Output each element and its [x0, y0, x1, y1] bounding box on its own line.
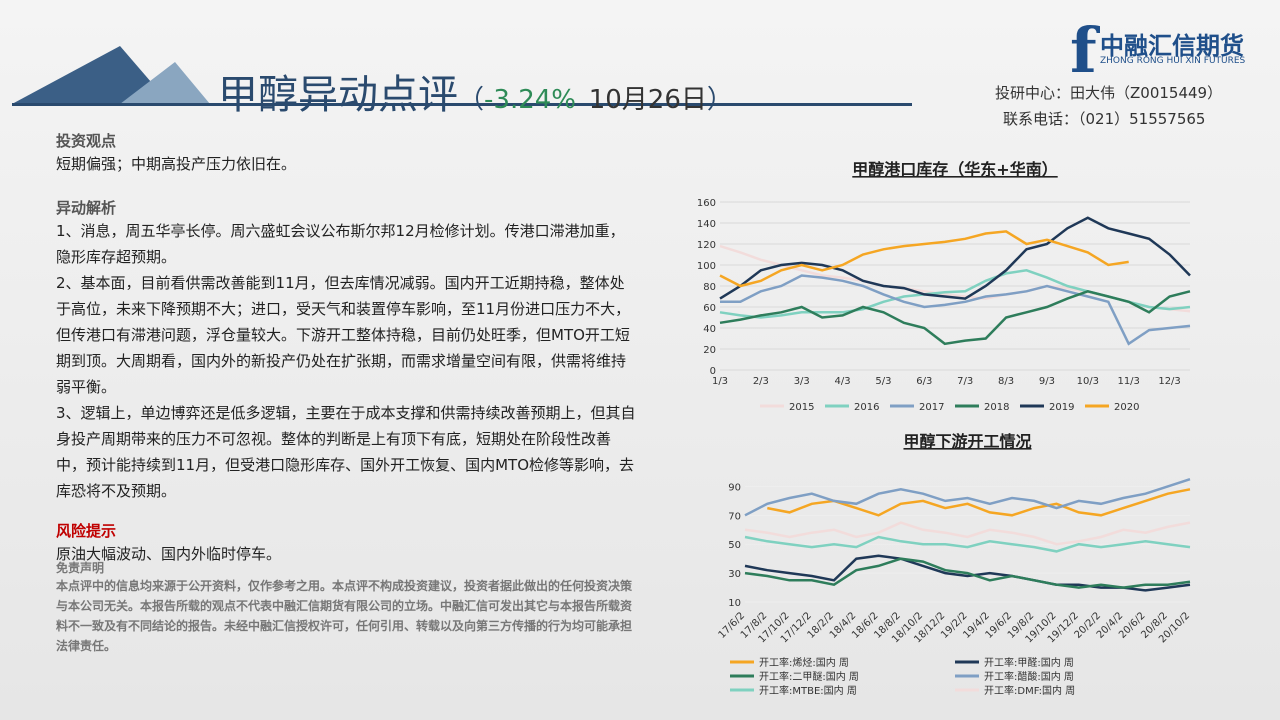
legend-label: 2018 — [984, 402, 1009, 413]
risk-heading: 风险提示 — [56, 522, 117, 540]
series-line — [744, 521, 1191, 546]
title: 甲醇异动点评 — [218, 72, 458, 118]
chart-title: 甲醇下游开工情况 — [903, 432, 1031, 451]
analysis-paragraph: 1、消息，周五华亭长停。周六盛虹会议公布斯尔邦12月检修计划。传港口滞港加重，隐… — [56, 222, 625, 266]
analysis: 1、消息，周五华亭长停。周六盛虹会议公布斯尔邦12月检修计划。传港口滞港加重，隐… — [56, 218, 638, 504]
view-text: 短期偏强；中期高投产压力依旧在。 — [56, 155, 297, 173]
title-row: 甲醇异动点评（-3.24% 10月26日） — [218, 62, 733, 120]
series-line — [744, 535, 1191, 553]
series-line — [719, 289, 1191, 346]
series-line — [744, 557, 1191, 589]
legend-label: 2020 — [1114, 402, 1139, 413]
x-tick-label: 4/3 — [835, 376, 851, 387]
y-tick-label: 100 — [697, 261, 716, 272]
series-line — [744, 478, 1191, 517]
legend-label: 2015 — [789, 402, 814, 413]
y-tick-label: 90 — [728, 482, 741, 493]
disclaimer-heading: 免责声明 — [56, 561, 105, 575]
legend-label: 开工率:烯烃:国内 周 — [759, 656, 849, 669]
y-tick-label: 80 — [703, 282, 716, 293]
x-tick-label: 3/3 — [794, 376, 810, 387]
triangle — [12, 46, 170, 104]
x-tick-label: 11/3 — [1117, 376, 1139, 387]
content: 投资观点 短期偏强；中期高投产压力依旧在。 异动解析 1、消息，周五华亭长停。周… — [56, 130, 638, 656]
y-tick-label: 120 — [697, 240, 716, 251]
y-tick-label: 70 — [728, 511, 741, 522]
x-tick-label: 8/3 — [998, 376, 1014, 387]
x-tick-label: 1/3 — [712, 376, 728, 387]
x-tick-label: 9/3 — [1039, 376, 1055, 387]
y-tick-label: 20 — [703, 345, 716, 356]
x-tick-label: 7/3 — [957, 376, 973, 387]
analysis-paragraph: 2、基本面，目前看供需改善能到11月，但去库情况减弱。国内开工近期持稳，整体处于… — [56, 274, 631, 396]
series-line — [720, 274, 1191, 346]
legend-label: 开工率:甲醛:国内 周 — [984, 656, 1074, 669]
phone: 联系电话：（021）51557565 — [1003, 110, 1206, 128]
y-tick-label: 30 — [728, 569, 741, 580]
x-tick-label: 5/3 — [875, 376, 891, 387]
logo-mark: f — [1070, 14, 1097, 87]
legend-label: 开工率:醋酸:国内 周 — [984, 670, 1074, 683]
x-tick-label: 10/3 — [1077, 376, 1099, 387]
contact: 投研中心：田大伟（Z0015449） 联系电话：（021）51557565 — [995, 80, 1265, 132]
analysis-paragraph: 3、逻辑上，单边博弈还是低多逻辑，主要在于成本支撑和供需持续改善预期上，但其自身… — [56, 404, 636, 500]
brand-en: ZHONG RONG HUI XIN FUTURES — [1100, 56, 1246, 66]
analyst: 投研中心：田大伟（Z0015449） — [995, 84, 1223, 102]
y-tick-label: 140 — [697, 219, 716, 230]
brand: 中融汇信期货 — [1100, 32, 1244, 60]
y-tick-label: 10 — [728, 598, 741, 609]
series-line — [767, 488, 1191, 517]
series-line — [719, 244, 1191, 313]
header-rule — [12, 103, 912, 106]
legend-label: 2019 — [1049, 402, 1074, 413]
section-heading: 投资观点 — [56, 132, 117, 150]
series-line — [719, 230, 1129, 288]
disclaimer: 本点评中的信息均来源于公开资料，仅作参考之用。本点评不构成投资建议，投资者据此做… — [56, 579, 633, 653]
x-tick-label: 12/3 — [1158, 376, 1180, 387]
x-tick-label: 6/3 — [916, 376, 932, 387]
change: -3.24% — [484, 85, 576, 115]
y-tick-label: 160 — [697, 198, 716, 209]
y-tick-label: 50 — [728, 540, 741, 551]
paren: ） — [706, 85, 733, 115]
legend-label: 2017 — [919, 402, 944, 413]
paren: （ — [458, 85, 485, 115]
x-tick-label: 2/3 — [753, 376, 769, 387]
risk-text: 原油大幅波动、国内外临时停车。 — [56, 545, 282, 563]
chart-title: 甲醇港口库存（华东+华南） — [852, 160, 1057, 179]
y-tick-label: 40 — [703, 324, 716, 335]
triangle — [120, 62, 210, 104]
section-heading: 异动解析 — [56, 199, 117, 217]
header-decor — [12, 46, 912, 106]
date: 10月26日 — [588, 85, 707, 115]
series-line — [719, 216, 1191, 300]
legend-label: 开工率:DMF:国内 周 — [984, 684, 1075, 697]
y-tick-label: 60 — [703, 303, 716, 314]
legend-label: 开工率:MTBE:国内 周 — [759, 684, 857, 697]
legend-label: 开工率:二甲醚:国内 周 — [759, 670, 859, 683]
legend-label: 2016 — [854, 402, 879, 413]
y-tick-label: 0 — [710, 366, 716, 377]
